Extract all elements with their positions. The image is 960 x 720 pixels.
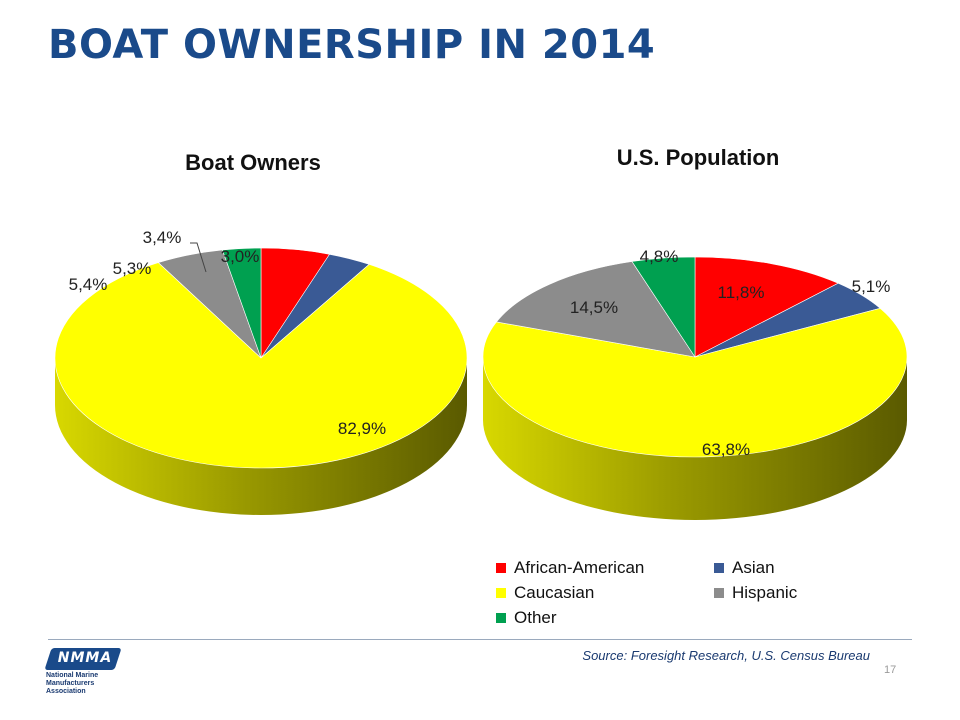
data-label-african-american: 5,4%: [69, 275, 108, 294]
data-label-caucasian: 82,9%: [338, 419, 386, 438]
nmma-logo: NMMA National Marine Manufacturers Assoc…: [44, 648, 126, 695]
slide-title: BOAT OWNERSHIP IN 2014: [48, 22, 656, 68]
label-leader-line: [190, 242, 207, 273]
us-population-pie: U.S. Population 11,8% 5,1% 63,8% 14,5% 4,8%: [482, 145, 908, 520]
legend-swatch: [496, 587, 506, 598]
data-label-asian: 5,1%: [852, 277, 891, 296]
pie-slice-hispanic: [495, 261, 696, 358]
data-label-other: 3,0%: [221, 247, 260, 266]
legend-item-caucasian: Caucasian: [496, 581, 714, 604]
legend-swatch: [496, 562, 506, 573]
data-label-asian: 3,4%: [143, 228, 182, 247]
data-label-caucasian: 63,8%: [702, 440, 750, 459]
data-label-hispanic: 14,5%: [570, 298, 618, 317]
legend-label: Caucasian: [514, 582, 595, 602]
legend-label: Other: [514, 607, 557, 627]
pie-slice-caucasian: [54, 262, 468, 469]
data-label-african-american: 11,8%: [718, 283, 765, 302]
chart-title: Boat Owners: [185, 150, 321, 175]
legend-swatch: [714, 562, 724, 573]
pie-charts: Boat Owners 5,4% 3,4% 82,9% 5,3% 3,0% U.S. Po…: [54, 145, 908, 520]
pie-slice-african-american: [694, 256, 839, 358]
pie-slice-caucasian: [482, 307, 908, 458]
source-note: Source: Foresight Research, U.S. Census …: [582, 648, 870, 663]
data-label-hispanic: 5,3%: [113, 259, 152, 278]
logo-subtitle: National Marine Manufacturers Associatio…: [46, 672, 99, 695]
legend-item-other: Other: [496, 606, 714, 629]
legend-item-hispanic: Hispanic: [714, 581, 834, 604]
legend-label: African-American: [514, 557, 645, 577]
boat-owners-pie: Boat Owners 5,4% 3,4% 82,9% 5,3% 3,0%: [54, 150, 468, 515]
footer-divider: [48, 639, 912, 640]
legend-label: Asian: [732, 557, 775, 577]
legend-item-african-american: African-American: [496, 556, 714, 579]
chart-legend: African-American Asian Caucasian Hispani…: [496, 556, 836, 629]
data-label-other: 4,8%: [640, 247, 679, 266]
pie-slice-other: [221, 247, 262, 359]
chart-title: U.S. Population: [617, 145, 780, 170]
logo-wordmark: NMMA: [57, 650, 113, 666]
pie-side-caucasian: [55, 358, 467, 515]
legend-item-asian: Asian: [714, 556, 834, 579]
page-number: 17: [884, 664, 897, 676]
pie-slice-other: [631, 256, 696, 358]
legend-label: Hispanic: [732, 582, 798, 602]
legend-swatch: [496, 612, 506, 623]
legend-swatch: [714, 587, 724, 598]
pie-side-caucasian: [483, 357, 907, 520]
